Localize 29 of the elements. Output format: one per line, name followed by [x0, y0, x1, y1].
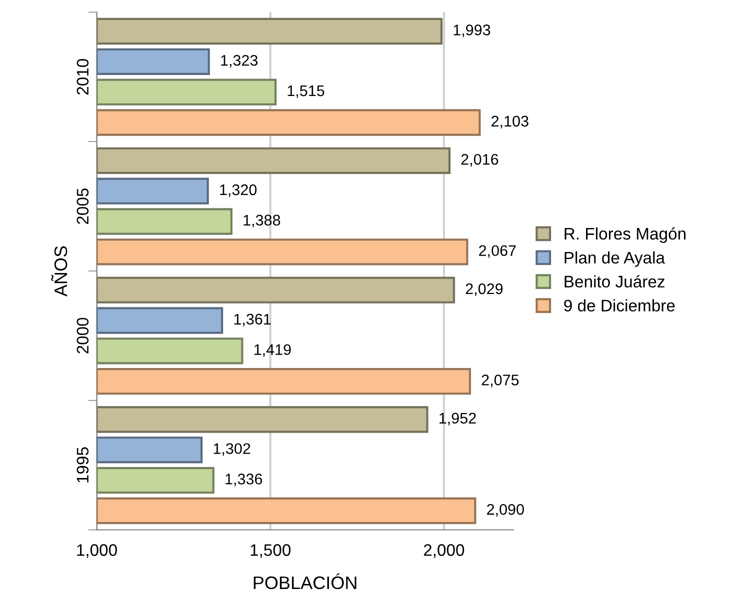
data-label: 1,361	[234, 314, 271, 326]
y-tick-label: 2010	[76, 59, 89, 95]
data-label: 2,075	[482, 374, 519, 388]
data-label: 2,103	[492, 116, 528, 128]
data-label: 2,029	[466, 283, 503, 296]
y-tick-label: 2000	[76, 318, 89, 354]
x-tick-label: 2,000	[424, 544, 464, 558]
y-axis-title: AÑOS	[51, 246, 68, 297]
y-tick-label: 1995	[76, 447, 89, 482]
data-label: 1,952	[440, 412, 476, 426]
x-axis-title: POBLACIÓN	[254, 573, 356, 590]
y-tick-label: 2005	[76, 188, 89, 224]
data-label: 1,320	[220, 184, 257, 197]
data-label: 1,515	[288, 86, 324, 98]
data-label: 1,302	[214, 443, 250, 456]
legend-label: 9 de Diciembre	[564, 299, 675, 312]
data-label: 2,016	[461, 154, 498, 167]
legend-label: R. Flores Magón	[564, 227, 686, 243]
data-label: 2,067	[479, 245, 516, 258]
x-tick-label: 1,000	[77, 544, 117, 558]
data-label: 1,323	[221, 54, 258, 68]
data-label: 1,336	[226, 474, 262, 486]
data-label: 2,090	[487, 504, 524, 517]
legend-label: Plan de Ayala	[564, 251, 665, 267]
data-label: 1,419	[254, 344, 291, 357]
x-tick-label: 1,500	[250, 544, 291, 558]
legend-label: Benito Juárez	[564, 275, 664, 288]
data-label: 1,993	[454, 24, 490, 38]
data-label: 1,388	[244, 214, 280, 228]
